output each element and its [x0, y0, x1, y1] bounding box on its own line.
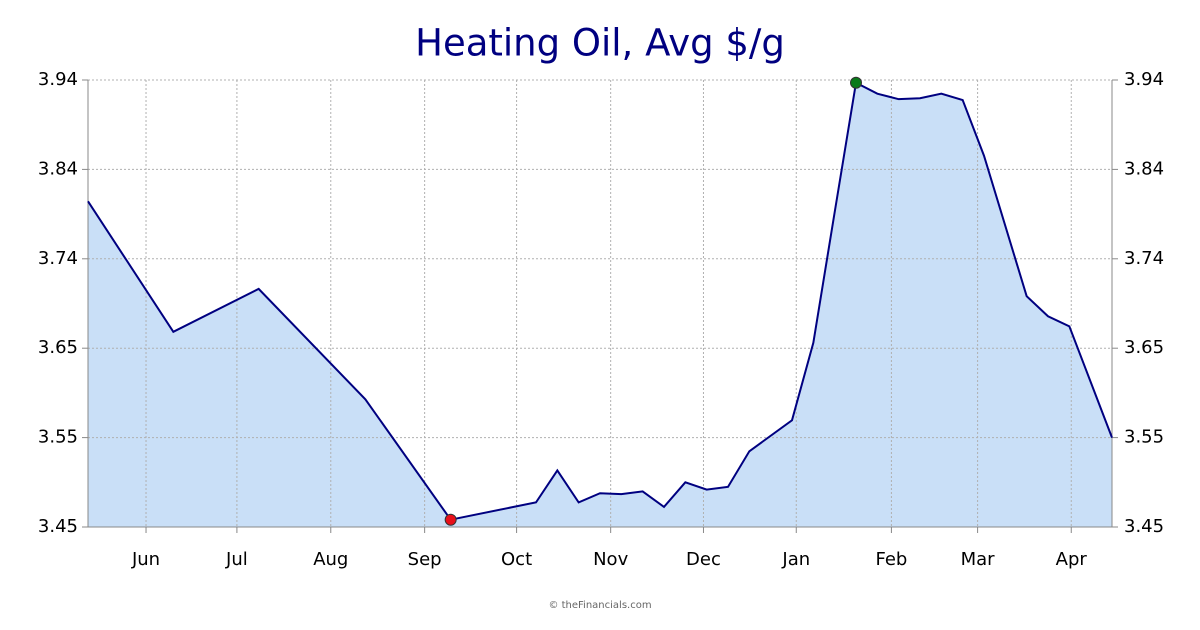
y-tick-label: 3.74 [38, 248, 78, 269]
y-tick-label: 3.65 [38, 337, 78, 358]
y-tick-label: 3.45 [38, 516, 78, 537]
y-tick-label: 3.94 [38, 69, 78, 90]
x-tick-label: Mar [961, 549, 996, 570]
max-marker [850, 76, 862, 89]
x-tick-label: Oct [501, 549, 532, 570]
chart-title: Heating Oil, Avg $/g [415, 22, 785, 65]
y2-tick-label: 3.94 [1124, 69, 1164, 90]
x-tick-label: Jul [225, 549, 248, 570]
x-tick-label: Apr [1056, 549, 1088, 570]
x-tick-label: Nov [593, 549, 628, 570]
y-tick-label: 3.84 [38, 158, 78, 179]
y2-tick-label: 3.55 [1124, 427, 1164, 448]
y-tick-label: 3.55 [38, 427, 78, 448]
footer: © theFinancials.com [548, 600, 651, 611]
x-tick-label: Feb [875, 549, 907, 570]
area-fill [88, 82, 1112, 528]
x-tick-label: Jun [131, 549, 160, 570]
y2-tick-label: 3.84 [1124, 158, 1164, 179]
min-marker [444, 513, 457, 526]
line [87, 81, 1113, 521]
x-tick-label: Dec [686, 549, 721, 570]
x-tick-label: Aug [313, 549, 348, 570]
y2-tick-label: 3.45 [1124, 516, 1164, 537]
x-tick-label: Jan [781, 549, 810, 570]
y2-tick-label: 3.65 [1124, 337, 1164, 358]
y2-tick-label: 3.74 [1124, 248, 1164, 269]
x-tick-label: Sep [408, 549, 442, 570]
